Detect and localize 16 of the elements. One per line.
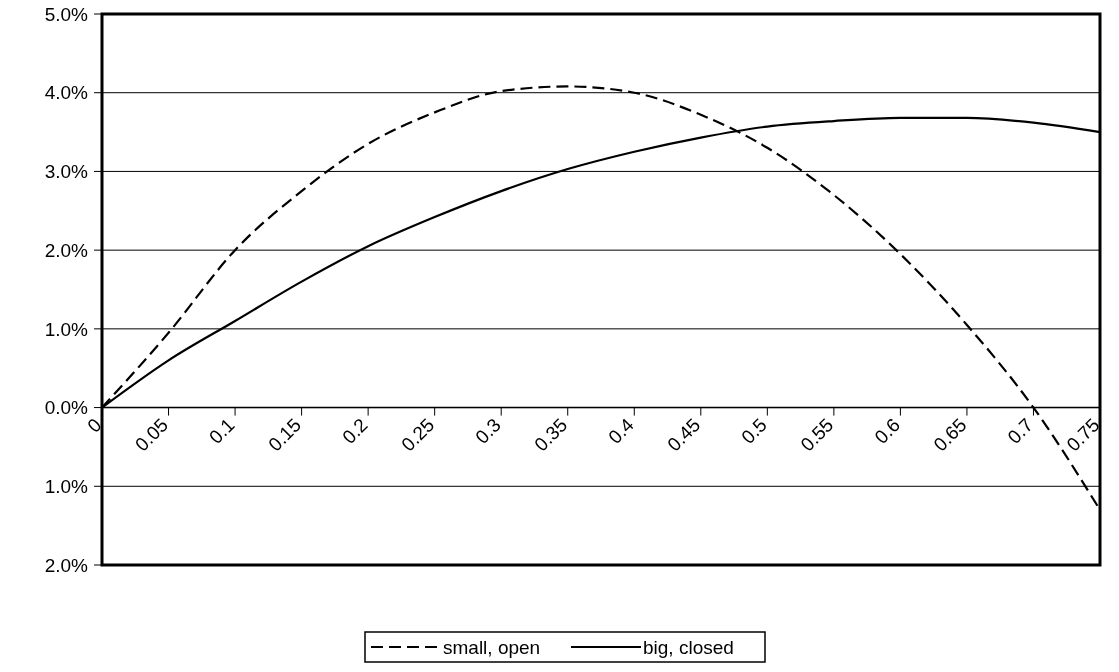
- x-tick-label: 0.2: [338, 414, 372, 448]
- x-tick-label: 0.1: [205, 414, 239, 448]
- y-tick-label: 4.0%: [44, 82, 89, 104]
- x-tick-label: 0.3: [471, 414, 505, 448]
- y-tick-label: 5.0%: [44, 3, 89, 25]
- x-tick-label: 0.6: [870, 414, 904, 448]
- y-tick-label: 2.0%: [44, 554, 89, 576]
- y-tick-label: 3.0%: [44, 161, 89, 183]
- legend-label: small, open: [443, 636, 541, 658]
- y-tick-label: 1.0%: [44, 475, 89, 497]
- x-tick-label: 0.5: [737, 414, 771, 448]
- x-tick-label: 0.7: [1003, 414, 1037, 448]
- y-tick-label: 1.0%: [44, 318, 89, 340]
- x-tick-label: 0.4: [604, 413, 639, 448]
- legend-label: big, closed: [643, 636, 734, 658]
- y-tick-label: 2.0%: [44, 239, 89, 261]
